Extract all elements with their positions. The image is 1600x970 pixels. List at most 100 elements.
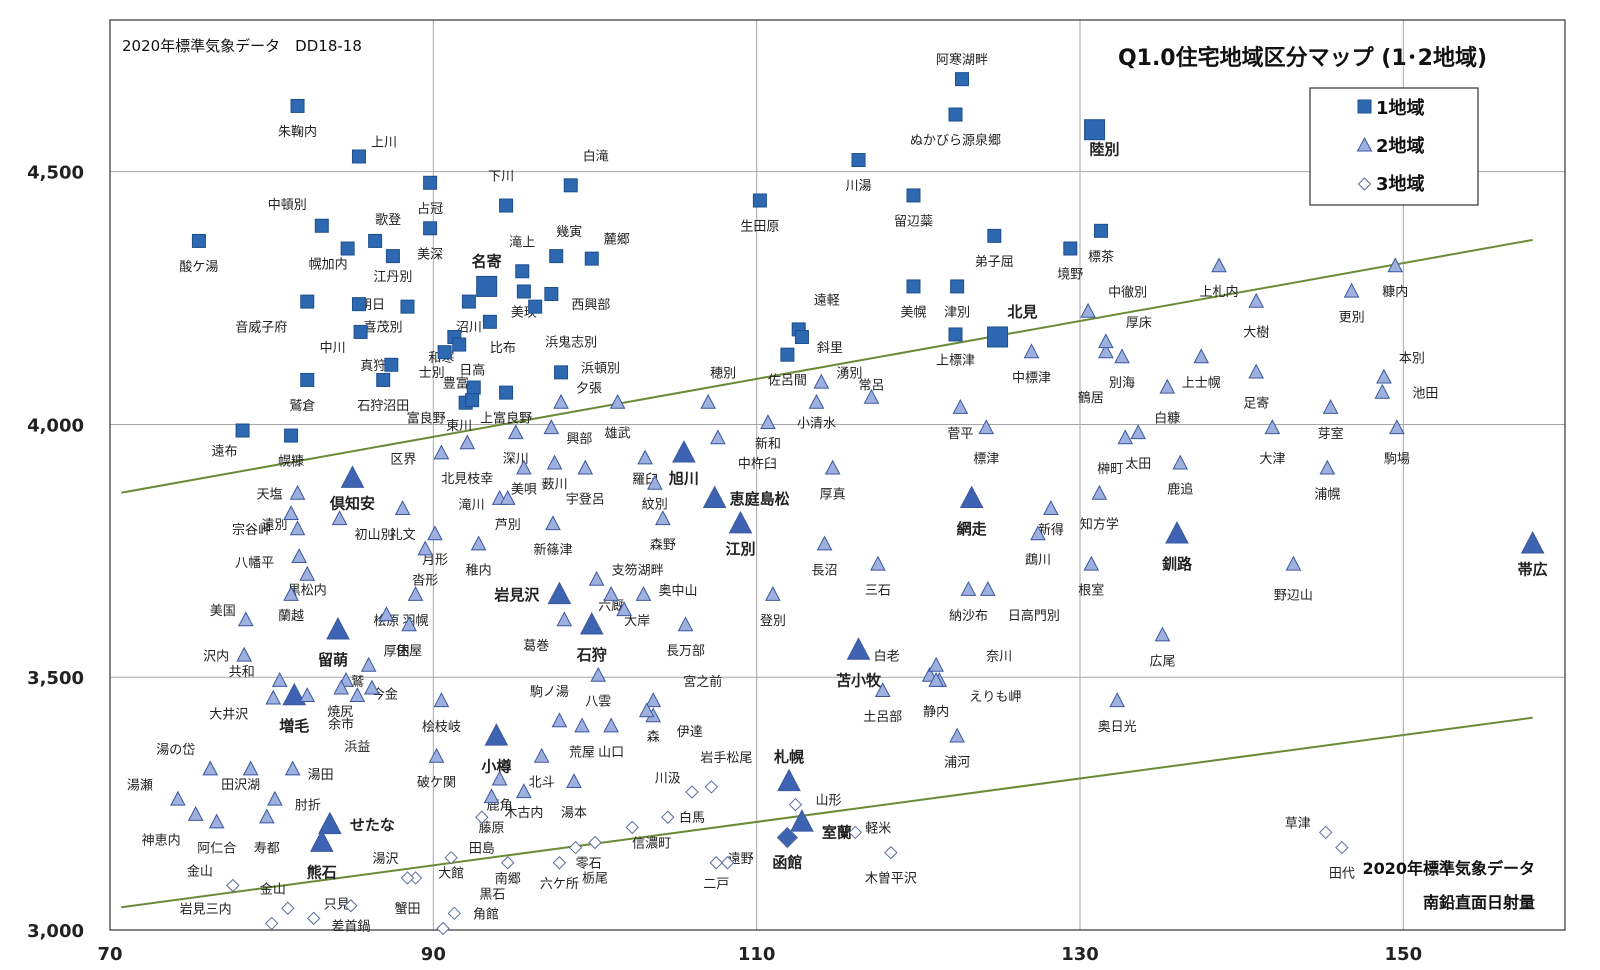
region3-point — [264, 916, 279, 931]
point-label: 中徹別 — [1108, 286, 1147, 301]
region2-point — [470, 535, 487, 551]
region2-point — [282, 682, 307, 706]
point-label: 差首鍋 — [331, 919, 370, 935]
region2-point — [574, 717, 590, 733]
point-label: 東川 — [446, 418, 472, 434]
point-label: 本別 — [1399, 351, 1425, 366]
region2-point — [499, 489, 516, 505]
point-label: 鷲倉 — [289, 399, 315, 414]
point-label: 江別 — [725, 540, 755, 558]
point-label: 岩見三内 — [180, 901, 232, 917]
point-label: 遠別 — [262, 518, 288, 533]
region1-point — [851, 153, 866, 168]
point-label: 津別 — [944, 305, 970, 320]
point-label: 沓形 — [412, 573, 438, 588]
region2-point — [1117, 429, 1134, 445]
point-label: 森 — [647, 730, 660, 745]
region3-point — [568, 840, 583, 855]
region2-point — [187, 805, 204, 821]
point-label: 金山 — [187, 864, 213, 880]
point-label: 幾寅 — [556, 224, 582, 240]
region2-point — [616, 601, 632, 617]
y-tick-label: 3,500 — [27, 668, 84, 689]
point-label: 奥中山 — [659, 584, 698, 599]
region2-point — [1109, 692, 1126, 708]
region2-point — [507, 424, 524, 440]
point-label: 榊町 — [1097, 462, 1123, 477]
y-tick-label: 3,000 — [27, 921, 84, 942]
point-label: 湯の岱 — [156, 743, 195, 758]
point-label: 興部 — [566, 432, 592, 447]
region1-point — [452, 337, 467, 352]
region1-point — [423, 221, 438, 236]
region2-point — [309, 829, 334, 852]
region2-point — [1098, 343, 1114, 359]
y-tick-label: 4,500 — [27, 163, 84, 184]
region1-point — [906, 188, 921, 203]
region1-point — [954, 72, 969, 87]
point-label: 別海 — [1109, 376, 1135, 391]
chart-subtitle: 2020年標準気象データ DD18-18 — [122, 37, 362, 55]
point-label: 麓郷 — [604, 233, 630, 248]
region3-point — [685, 785, 699, 799]
region2-point — [428, 747, 445, 763]
point-label: 駒場 — [1384, 452, 1410, 467]
threshold-line — [121, 238, 1533, 494]
region2-point — [870, 555, 886, 571]
point-label: 肘折 — [295, 799, 321, 814]
point-label: 支笏湖畔 — [612, 563, 664, 579]
point-label: 釧路 — [1162, 555, 1193, 573]
point-label: 角館 — [473, 907, 499, 922]
region1-point — [906, 279, 921, 294]
point-label: 奈川 — [986, 650, 1012, 665]
region2-point — [813, 373, 830, 389]
point-label: 金山 — [260, 881, 286, 897]
region2-point — [1114, 348, 1130, 364]
point-label: 沼川 — [456, 321, 482, 336]
region2-point — [760, 414, 776, 430]
point-label: 白馬 — [679, 810, 705, 826]
region1-point — [284, 428, 299, 443]
point-label: 川湯 — [846, 179, 872, 194]
point-label: 鷲 — [351, 675, 364, 690]
region2-point — [547, 581, 572, 605]
region2-point — [318, 811, 342, 835]
point-label: せたな — [350, 816, 395, 834]
point-label: 南郷 — [495, 871, 521, 887]
region2-point — [765, 586, 781, 601]
point-label: 蟹田 — [394, 902, 420, 917]
point-label: 軽米 — [865, 821, 891, 836]
region1-point — [466, 380, 481, 395]
point-label: 三石 — [865, 583, 891, 598]
region2-point — [863, 388, 880, 404]
point-label: 黒松内 — [288, 583, 327, 599]
region1-point — [549, 249, 564, 264]
region2-point — [980, 580, 996, 596]
point-label: 余市 — [328, 716, 354, 732]
point-label: 厚真 — [820, 487, 846, 502]
point-label: 中川 — [320, 341, 346, 356]
region3-point — [704, 780, 719, 794]
point-label: 滝川 — [459, 498, 485, 513]
region2-point — [1043, 500, 1059, 515]
region2-point — [588, 570, 605, 586]
region2-point — [378, 606, 395, 622]
point-label: 陸別 — [1090, 141, 1120, 159]
region2-point — [483, 788, 500, 804]
point-label: 増毛 — [279, 717, 309, 735]
point-label: 葛巻 — [523, 639, 549, 654]
region3-point — [500, 856, 515, 870]
point-label: 標茶 — [1088, 249, 1114, 265]
region2-point — [360, 656, 377, 672]
region2-point — [1172, 454, 1189, 470]
region1-point — [987, 228, 1002, 243]
region2-point — [333, 679, 350, 695]
point-label: 網走 — [957, 520, 987, 538]
region2-point — [928, 671, 944, 687]
point-label: 伊達 — [677, 725, 703, 740]
region2-point — [777, 768, 801, 792]
region2-point — [516, 459, 532, 475]
legend-label-region1: 1地域 — [1376, 97, 1425, 119]
